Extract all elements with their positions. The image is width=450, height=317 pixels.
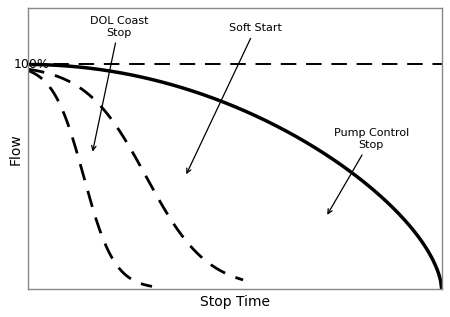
Text: 100%: 100% <box>14 58 50 71</box>
Y-axis label: Flow: Flow <box>9 133 22 165</box>
Text: Pump Control
Stop: Pump Control Stop <box>328 128 409 214</box>
X-axis label: Stop Time: Stop Time <box>200 295 270 309</box>
Text: Soft Start: Soft Start <box>187 23 282 173</box>
Text: DOL Coast
Stop: DOL Coast Stop <box>90 16 148 150</box>
